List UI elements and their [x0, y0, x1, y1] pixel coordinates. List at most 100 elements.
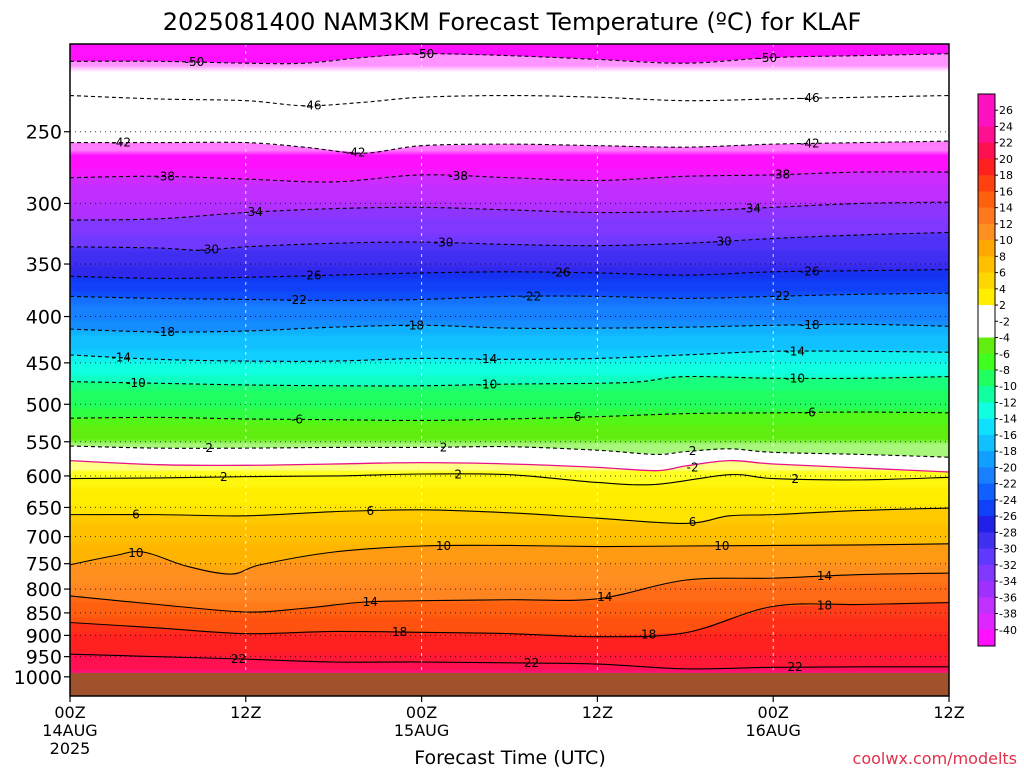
contour-line: [70, 269, 949, 279]
plot-area: -50 -50 -50 -46 -46 -42 -42 -42 -38 -38 -38 -34 -34 -…: [70, 44, 949, 696]
temperature-band: [70, 460, 949, 485]
colorbar-label: -28: [999, 526, 1017, 539]
contour-label: 22: [231, 652, 246, 666]
x-tick-label: 12Z: [933, 703, 964, 722]
contour-line: [70, 543, 949, 575]
colorbar-swatch: [978, 110, 995, 127]
plot-frame: [69, 43, 950, 697]
contour-label: -14: [478, 352, 498, 366]
contour-label: 14: [597, 590, 612, 604]
y-tick-label: 1000: [14, 667, 62, 689]
contour-line: [70, 94, 949, 107]
x-tick-label: 00Z: [54, 703, 85, 722]
contour-label: 2: [440, 440, 448, 454]
colorbar-swatch: [978, 158, 995, 176]
contour-line: [70, 231, 949, 251]
contour-label: -10: [126, 376, 146, 390]
contour-label: -26: [551, 265, 571, 279]
colorbar-swatch: [978, 272, 995, 290]
temperature-band: [70, 232, 949, 279]
y-tick-label: 450: [26, 353, 62, 375]
colorbar-label: -10: [999, 380, 1017, 393]
contour-label: -30: [199, 243, 219, 257]
contour-line: [70, 459, 949, 473]
contour-line: [70, 292, 949, 302]
temperature-band: [70, 53, 949, 106]
colorbar-swatch: [978, 418, 995, 436]
colorbar-label: -22: [999, 478, 1017, 491]
colorbar-swatch: [978, 223, 995, 241]
contour-label: 2: [689, 444, 697, 458]
temperature-band: [70, 95, 949, 154]
colorbar-label: -6: [999, 348, 1010, 361]
colorbar-swatch: [978, 532, 995, 550]
colorbar-swatch: [978, 256, 995, 274]
y-tick-label: 400: [26, 307, 62, 329]
contour-label: -34: [243, 205, 263, 219]
colorbar-label: 18: [999, 169, 1013, 182]
colorbar-label: -24: [999, 494, 1017, 507]
y-tick-label: 250: [26, 122, 62, 144]
colorbar-label: 2: [999, 299, 1006, 312]
colorbar-label: 20: [999, 153, 1013, 166]
x-tick-date: 16AUG: [745, 721, 800, 740]
y-tick-label: 750: [26, 554, 62, 576]
colorbar-swatch: [978, 191, 995, 209]
colorbar-swatch: [978, 402, 995, 420]
contour-label: -38: [771, 168, 791, 182]
colorbar-swatch: [978, 483, 995, 501]
colorbar-label: -30: [999, 543, 1017, 556]
colorbar-swatch: [978, 94, 995, 111]
colorbar-swatch: [978, 564, 995, 582]
contour-label: -26: [800, 264, 820, 278]
contour-label: -46: [800, 91, 820, 105]
colorbar-swatch: [978, 581, 995, 598]
contour-label: 2: [454, 467, 462, 481]
colorbar-swatch: [978, 175, 995, 192]
contour-line: [70, 171, 949, 183]
contour-label: -18: [155, 325, 175, 339]
temperature-band: [70, 376, 949, 421]
contour-label: 6: [689, 515, 697, 529]
colorbar-swatch: [978, 126, 995, 144]
y-tick-label: 950: [26, 647, 62, 669]
colorbar-label: -18: [999, 445, 1017, 458]
contour-label: -50: [185, 55, 205, 69]
y-axis: 2503003504004505005506006507007508008509…: [14, 122, 70, 689]
colorbar-label: 12: [999, 218, 1013, 231]
contour-line: [70, 53, 949, 65]
contour-line: [70, 473, 949, 486]
contour-label: -10: [785, 371, 805, 385]
contour-line: [70, 653, 949, 670]
contour-label: 18: [392, 625, 407, 639]
contour-lines: [70, 53, 949, 670]
colorbar-label: 24: [999, 120, 1013, 133]
contour-label: -6: [569, 410, 581, 424]
y-tick-label: 850: [26, 603, 62, 625]
contour-line: [70, 201, 949, 221]
watermark-text: coolwx.com/modelts: [853, 749, 1017, 768]
y-tick-label: 300: [26, 193, 62, 215]
contour-label: -14: [785, 344, 805, 358]
colorbar-label: -32: [999, 559, 1017, 572]
temperature-band: [70, 602, 949, 669]
contour-label: 22: [524, 656, 539, 670]
contour-label: -38: [448, 169, 468, 183]
colorbar-label: 16: [999, 185, 1013, 198]
colorbar-swatch: [978, 142, 995, 160]
colorbar-label: -34: [999, 575, 1017, 588]
colorbar-swatch: [978, 548, 995, 566]
colorbar-swatch: [978, 321, 995, 339]
colorbar-swatch: [978, 386, 995, 403]
contour-label: 14: [363, 595, 378, 609]
colorbar-label: 26: [999, 104, 1013, 117]
colorbar-swatch: [978, 207, 995, 225]
y-tick-label: 350: [26, 254, 62, 276]
colorbar-swatch: [978, 370, 995, 387]
colorbar-label: -20: [999, 461, 1017, 474]
contour-label: -38: [155, 170, 175, 184]
temperature-band: [70, 543, 949, 612]
contour-label: -30: [434, 236, 454, 250]
